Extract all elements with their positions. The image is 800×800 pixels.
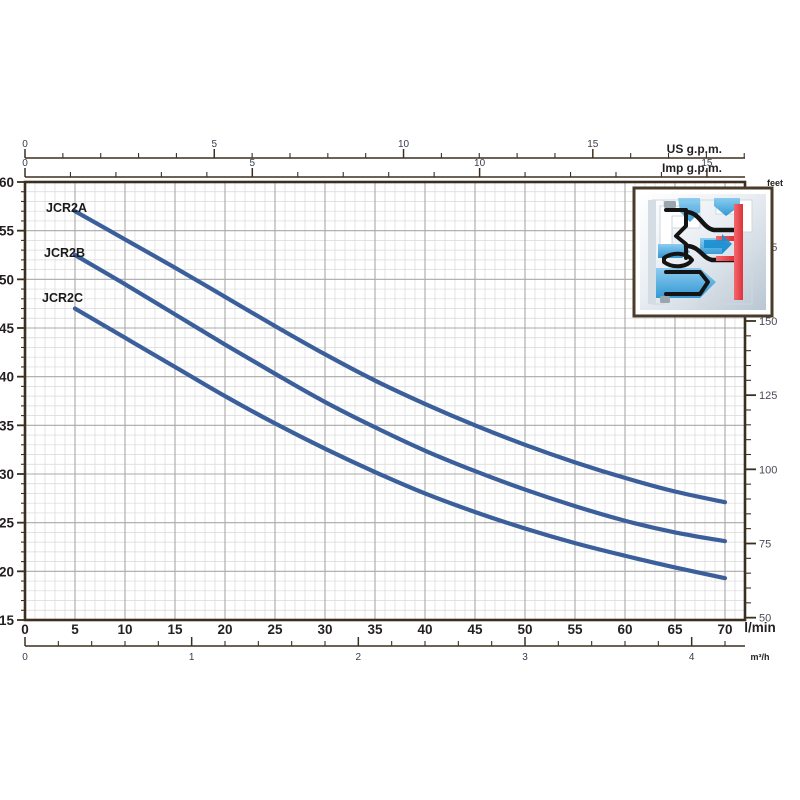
plot-area [23,180,747,622]
tick-label: 0 [22,652,28,663]
tick-label: 40 [417,622,432,637]
tick-label: 20 [217,622,232,637]
tick-label: 15 [0,613,14,628]
axis-bottom-lmin: 0 5 10 15 20 25 30 35 40 45 50 55 60 65 70 [21,622,732,637]
ticks-imp-gpm: 0 5 10 15 [22,158,713,177]
tick-label: 30 [317,622,332,637]
tick-label: 100 [759,464,777,476]
performance-curve-jcr2b [72,252,728,544]
tick-label: 125 [759,390,777,402]
curve-label-jcr2b: JCR2B [44,246,85,260]
tick-label: 20 [0,564,14,579]
axis-left-meters: 15 20 25 30 35 40 45 50 55 60 [0,175,25,628]
tick-label: 0 [21,622,29,637]
pump-cross-section-inset [632,186,774,318]
tick-label: 5 [211,139,217,150]
tick-label: 0 [22,158,28,169]
tick-label: 50 [759,613,771,625]
tick-label: 45 [0,321,14,336]
tick-label: 65 [667,622,683,637]
axis-label-lmin: l/min [744,620,776,635]
tick-label: 40 [0,370,14,385]
tick-label: 25 [0,516,14,531]
tick-label: 35 [367,622,383,637]
tick-label: 4 [689,652,695,663]
curve-label-jcr2c: JCR2C [42,291,83,305]
tick-label: 2 [356,652,362,663]
axis-top-imp-gpm: 0 5 10 15 Imp g.p.m. [22,158,745,178]
venturi-red-element [734,204,743,300]
plot-frame [23,180,747,622]
tick-label: 10 [398,139,410,150]
curve-labels: JCR2A JCR2B JCR2C [42,201,87,305]
curve-group [72,209,728,581]
tick-label: 50 [517,622,532,637]
tick-label: 0 [22,139,28,150]
axis-label-m3h: m³/h [751,652,770,662]
tick-label: 10 [117,622,132,637]
tick-label: 70 [717,622,732,637]
tick-label: 25 [267,622,283,637]
tick-label: 30 [0,467,14,482]
tick-label: 15 [701,158,713,169]
axis-label-imp-gpm: Imp g.p.m. [662,161,722,175]
axis-top-us-gpm: 0 5 10 15 US g.p.m. [22,139,745,159]
curve-label-jcr2a: JCR2A [46,201,87,215]
tick-label: 5 [250,158,256,169]
tick-label: 150 [759,316,777,328]
performance-curve-jcr2c [72,306,728,581]
tick-label: 50 [0,272,14,287]
performance-curve-jcr2a [72,209,728,505]
tick-label: 3 [522,652,528,663]
pump-body-icon [648,198,753,305]
axis-bottom-m3h: 0 1 2 3 4 m³/h [22,637,770,663]
tick-label: 15 [587,139,599,150]
axis-label-us-gpm: US g.p.m. [667,142,722,156]
tick-label: 45 [467,622,483,637]
tick-label: 35 [0,418,14,433]
tick-label: 55 [0,224,14,239]
tick-label: 60 [617,622,632,637]
tick-label: 55 [567,622,583,637]
tick-label: 1 [189,652,195,663]
ticks-us-gpm: 0 5 10 15 [22,139,745,158]
tick-label: 60 [0,175,14,190]
tick-label: 5 [71,622,79,637]
tick-label: 75 [759,538,771,550]
tick-label: 15 [167,622,183,637]
axis-label-feet: feet [767,178,783,188]
tick-label: 10 [474,158,486,169]
ticks-m3h: 0 1 2 3 4 [22,637,726,663]
